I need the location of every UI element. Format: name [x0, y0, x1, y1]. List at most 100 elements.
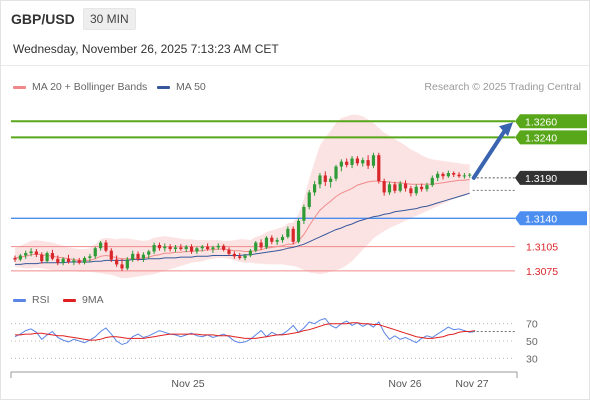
- candle: [216, 245, 220, 248]
- current-price-tag: [515, 170, 587, 185]
- candle: [280, 236, 285, 241]
- candle: [168, 246, 172, 250]
- candle: [307, 192, 311, 207]
- ma50-swatch: [157, 85, 170, 89]
- candle: [163, 246, 167, 249]
- level-label: 1.3240: [525, 132, 557, 144]
- level-tag: [515, 130, 587, 145]
- rsi-tick-label: 30: [526, 353, 538, 365]
- rsi-line: [14, 317, 476, 346]
- level-tag: [515, 114, 587, 129]
- candle: [355, 158, 359, 164]
- candle: [243, 255, 247, 258]
- candle: [296, 220, 301, 242]
- candle: [66, 258, 71, 262]
- forecast-arrow: [471, 128, 507, 180]
- candle: [366, 160, 370, 166]
- candle: [345, 161, 349, 165]
- candle: [339, 161, 343, 167]
- instrument-title: GBP/USD: [11, 11, 75, 27]
- legend-ma20: MA 20 + Bollinger Bands: [13, 81, 147, 93]
- candle: [72, 260, 76, 262]
- candle: [200, 246, 204, 249]
- candle: [109, 250, 113, 260]
- candle: [393, 184, 397, 191]
- candle: [29, 251, 33, 254]
- candle: [264, 237, 269, 248]
- candle: [227, 249, 231, 254]
- legend-rsi-label: RSI: [32, 294, 50, 306]
- candle: [131, 253, 135, 260]
- candle: [88, 256, 92, 258]
- candle: [452, 173, 456, 175]
- candle: [270, 237, 274, 242]
- candle: [254, 242, 258, 251]
- level-label: 1.3140: [525, 213, 557, 225]
- candle: [18, 255, 22, 260]
- candle: [350, 158, 354, 165]
- rsi-ma-swatch: [63, 298, 76, 302]
- candle: [446, 173, 450, 177]
- candle: [13, 257, 17, 260]
- candle: [302, 206, 306, 221]
- candle: [414, 186, 418, 194]
- candle: [136, 253, 140, 259]
- timestamp: Wednesday, November 26, 2025 7:13:23 AM …: [13, 42, 279, 56]
- candle: [104, 242, 108, 251]
- candle: [189, 246, 194, 252]
- candle: [50, 253, 55, 259]
- rsi-tick-label: 70: [526, 319, 538, 331]
- candle: [82, 257, 87, 263]
- candle: [125, 259, 129, 269]
- level-label: 1.3075: [526, 266, 558, 278]
- candle: [99, 242, 103, 249]
- legend-rsi: RSI: [13, 294, 50, 306]
- candle: [232, 253, 236, 257]
- candle: [403, 183, 408, 189]
- candle: [377, 155, 381, 182]
- candle: [323, 175, 327, 182]
- candle: [179, 247, 183, 250]
- candle: [40, 254, 44, 262]
- candle: [313, 184, 317, 193]
- legend-rsi-ma-label: 9MA: [82, 294, 104, 306]
- candle: [238, 256, 242, 258]
- candle: [329, 178, 333, 182]
- candle: [275, 240, 279, 242]
- candle: [457, 174, 461, 177]
- candle: [206, 246, 210, 250]
- candle: [361, 160, 365, 164]
- timeframe-button[interactable]: 30 MIN: [83, 8, 136, 30]
- level-tag: [515, 211, 587, 226]
- candle: [409, 188, 413, 194]
- chart-header: GBP/USD 30 MIN: [1, 1, 589, 35]
- candle: [398, 183, 402, 191]
- candle: [420, 186, 424, 190]
- legend-rsi-ma: 9MA: [63, 294, 104, 306]
- candle: [184, 246, 188, 250]
- candle: [286, 228, 290, 237]
- copyright-text: Research © 2025 Trading Central: [424, 81, 581, 93]
- level-label: 1.3105: [526, 242, 558, 254]
- candle: [93, 248, 97, 257]
- divider: [1, 65, 589, 66]
- rsi-swatch: [13, 298, 26, 302]
- candle: [195, 248, 199, 252]
- candle: [77, 260, 81, 263]
- forecast-arrow-head: [499, 122, 513, 137]
- legend-ma20-label: MA 20 + Bollinger Bands: [32, 81, 148, 93]
- candle: [387, 184, 392, 193]
- x-tick-label: Nov 26: [388, 378, 421, 390]
- bollinger-band: [15, 114, 470, 279]
- candle: [152, 244, 156, 252]
- candle: [382, 181, 386, 193]
- candle: [334, 166, 338, 179]
- candle: [56, 258, 60, 263]
- candle: [34, 251, 38, 255]
- candle: [147, 251, 151, 255]
- x-tick-label: Nov 27: [455, 378, 488, 390]
- legend-ma50-label: MA 50: [176, 81, 206, 93]
- candle: [436, 173, 440, 178]
